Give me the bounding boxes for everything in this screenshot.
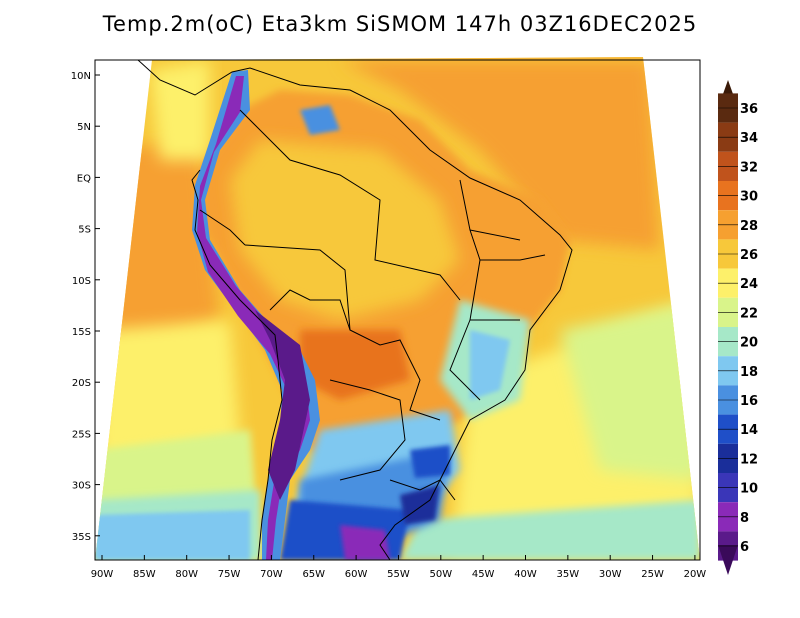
lon-tick-label: 55W [387,569,410,580]
colorbar-label: 8 [740,511,749,526]
lon-tick-label: 50W [429,569,452,580]
colorbar-bottom-arrow [718,545,738,575]
pacific-coastline [191,169,283,561]
pampa-purple [340,525,390,560]
colorbar-label: 24 [740,277,758,292]
colorbar-label: 26 [740,248,758,263]
lon-tick-label: 90W [91,569,114,580]
colorbar-label: 10 [740,482,758,497]
latitude-axis: 10N 5N EQ 5S 10S 15S 20S 25S 30S 35S [71,71,100,543]
colorbar-label: 20 [740,336,758,351]
lon-tick-label: 30W [599,569,622,580]
lat-tick-label: 10S [72,276,91,287]
lon-tick-label: 60W [345,569,368,580]
lon-tick-label: 70W [260,569,283,580]
lat-tick-label: 20S [72,378,91,389]
colorbar-label: 22 [740,306,758,321]
coastlines-borders [137,59,573,561]
colorbar-label: 12 [740,452,758,467]
lon-tick-label: 80W [175,569,198,580]
lon-tick-label: 65W [302,569,325,580]
andes-purple [197,76,310,560]
cool-north-pacific [150,60,210,160]
brazil-north-border [239,109,461,301]
cool-atlantic-patch [560,300,700,480]
ecuador-peru-border [199,209,246,246]
lat-tick-label: EQ [77,173,91,184]
map-frame-border [94,59,701,561]
lat-tick-label: 10N [71,71,91,82]
lon-tick-label: 75W [218,569,241,580]
uruguay-dark-blue [400,485,440,525]
cool-south-atlantic [400,500,700,560]
lat-tick-label: 25S [72,429,91,440]
brazil-state-borders [449,179,546,401]
colorbar-label: 6 [740,540,749,555]
lon-tick-label: 20W [684,569,707,580]
chaco-hot-area [300,330,410,400]
colorbar-label: 30 [740,190,758,205]
map-title: Temp.2m(oC) Eta3km SiSMOM 147h 03Z16DEC2… [102,12,698,36]
southeast-highlands-blue [470,330,510,400]
colorbar-label: 16 [740,394,758,409]
argentina-border [329,379,406,481]
colorbar-label: 32 [740,160,758,175]
lon-tick-label: 85W [133,569,156,580]
lon-tick-label: 45W [472,569,495,580]
lon-tick-label: 25W [641,569,664,580]
lat-tick-label: 15S [72,327,91,338]
colorbar-label: 36 [740,102,758,117]
lat-tick-label: 30S [72,481,91,492]
uruguay-border [389,479,456,501]
guiana-highlands-cool [300,105,340,135]
lon-tick-label: 35W [557,569,580,580]
rio-grande-do-sul-blue [410,445,450,478]
colorbar-boxes [718,93,738,561]
lat-tick-label: 35S [72,532,91,543]
amazon-area [230,140,460,320]
lat-tick-label: 5N [77,122,91,133]
colorbar-label: 28 [740,219,758,234]
temperature-field [95,57,700,560]
lat-tick-label: 5S [78,225,91,236]
warm-atlantic-region [340,60,660,250]
colorbar-label: 18 [740,365,758,380]
colorbar: 36 34 32 30 28 26 24 22 20 18 16 14 12 10 8 6 [718,80,758,575]
colorbar-label: 14 [740,423,758,438]
bolivia-paraguay-border [244,244,441,421]
lon-tick-label: 40W [514,569,537,580]
altiplano-purple [255,310,310,500]
colorbar-label: 34 [740,131,758,146]
longitude-axis: 90W 85W 80W 75W 70W 65W 60W 55W 50W 45W 40W 35W 30W 2… [91,555,707,580]
atlantic-coastline [137,59,573,561]
peru-bolivia-border [269,289,351,331]
colorbar-labels: 36 34 32 30 28 26 24 22 20 18 16 14 12 10 8 6 [718,102,758,555]
south-pacific-blue [95,510,250,560]
